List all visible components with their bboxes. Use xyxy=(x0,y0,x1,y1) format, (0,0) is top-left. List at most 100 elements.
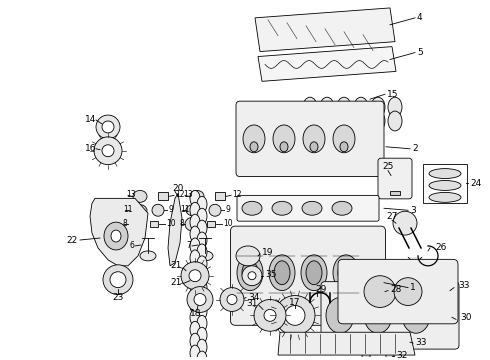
Text: 1: 1 xyxy=(410,283,416,292)
Ellipse shape xyxy=(190,297,200,314)
Text: 34: 34 xyxy=(248,293,259,302)
Ellipse shape xyxy=(340,142,348,152)
Ellipse shape xyxy=(394,278,422,306)
Text: 25: 25 xyxy=(382,162,393,171)
Ellipse shape xyxy=(197,256,207,272)
Text: 33: 33 xyxy=(415,338,426,347)
Ellipse shape xyxy=(303,97,317,117)
Ellipse shape xyxy=(190,262,200,278)
Ellipse shape xyxy=(197,327,207,343)
Ellipse shape xyxy=(274,261,290,285)
Text: 18: 18 xyxy=(190,309,202,318)
Text: 12: 12 xyxy=(175,190,185,199)
Bar xyxy=(158,192,168,200)
Ellipse shape xyxy=(197,196,207,212)
Ellipse shape xyxy=(197,268,207,284)
Text: 19: 19 xyxy=(262,248,273,257)
Ellipse shape xyxy=(362,341,394,360)
Bar xyxy=(215,192,225,200)
Ellipse shape xyxy=(370,349,386,360)
Ellipse shape xyxy=(197,244,207,260)
Ellipse shape xyxy=(190,226,200,242)
Ellipse shape xyxy=(248,272,256,280)
Ellipse shape xyxy=(186,204,204,216)
Ellipse shape xyxy=(352,281,388,305)
Ellipse shape xyxy=(306,261,322,285)
Ellipse shape xyxy=(194,293,206,306)
Text: 13: 13 xyxy=(183,190,193,199)
Ellipse shape xyxy=(129,204,147,216)
Ellipse shape xyxy=(197,208,207,224)
Ellipse shape xyxy=(197,220,207,236)
Ellipse shape xyxy=(320,111,334,131)
Bar xyxy=(397,236,427,256)
Ellipse shape xyxy=(320,97,334,117)
Ellipse shape xyxy=(371,111,385,131)
Text: 8: 8 xyxy=(122,219,127,228)
Text: 21: 21 xyxy=(171,261,182,270)
Ellipse shape xyxy=(254,300,286,331)
Polygon shape xyxy=(255,8,395,51)
Text: 15: 15 xyxy=(387,90,398,99)
Ellipse shape xyxy=(354,97,368,117)
Ellipse shape xyxy=(189,270,201,282)
Ellipse shape xyxy=(243,125,265,153)
Ellipse shape xyxy=(102,121,114,133)
FancyBboxPatch shape xyxy=(236,101,384,176)
Ellipse shape xyxy=(128,217,144,231)
Ellipse shape xyxy=(190,310,200,325)
Ellipse shape xyxy=(197,251,213,261)
Ellipse shape xyxy=(338,261,354,285)
Text: 2: 2 xyxy=(412,144,417,153)
Text: 9: 9 xyxy=(168,205,173,214)
Text: 7: 7 xyxy=(186,242,191,251)
Ellipse shape xyxy=(285,306,305,325)
Ellipse shape xyxy=(185,217,201,231)
Text: 35: 35 xyxy=(265,270,276,279)
Ellipse shape xyxy=(332,201,352,215)
Ellipse shape xyxy=(407,245,423,261)
Ellipse shape xyxy=(190,333,200,349)
Ellipse shape xyxy=(181,262,209,289)
FancyBboxPatch shape xyxy=(378,158,412,199)
Polygon shape xyxy=(278,332,415,355)
FancyBboxPatch shape xyxy=(230,226,386,325)
Ellipse shape xyxy=(94,137,122,165)
Text: 30: 30 xyxy=(460,313,471,322)
Text: 3: 3 xyxy=(410,206,416,215)
Ellipse shape xyxy=(190,202,200,218)
Ellipse shape xyxy=(337,97,351,117)
Text: 31: 31 xyxy=(246,299,258,308)
Ellipse shape xyxy=(242,201,262,215)
Text: 5: 5 xyxy=(417,48,423,57)
Ellipse shape xyxy=(96,115,120,139)
Polygon shape xyxy=(90,198,148,266)
Ellipse shape xyxy=(269,255,295,291)
Text: 26: 26 xyxy=(435,243,446,252)
Ellipse shape xyxy=(103,265,133,294)
Ellipse shape xyxy=(337,111,351,131)
Ellipse shape xyxy=(272,201,292,215)
Ellipse shape xyxy=(111,230,121,242)
Ellipse shape xyxy=(102,145,114,157)
Ellipse shape xyxy=(220,288,244,311)
Text: 11: 11 xyxy=(123,205,132,214)
Ellipse shape xyxy=(388,97,402,117)
Text: 12: 12 xyxy=(232,190,242,199)
Ellipse shape xyxy=(310,142,318,152)
Text: 9: 9 xyxy=(225,205,230,214)
Ellipse shape xyxy=(190,190,200,206)
Ellipse shape xyxy=(393,211,417,235)
Ellipse shape xyxy=(429,180,461,190)
Ellipse shape xyxy=(280,142,288,152)
Text: 14: 14 xyxy=(85,114,96,123)
Text: 13: 13 xyxy=(126,190,136,199)
Text: 28: 28 xyxy=(390,285,401,294)
Text: 6: 6 xyxy=(129,242,134,251)
Ellipse shape xyxy=(333,125,355,153)
Ellipse shape xyxy=(187,287,213,312)
Ellipse shape xyxy=(275,296,315,335)
Bar xyxy=(423,164,467,203)
Text: 24: 24 xyxy=(470,179,481,188)
Ellipse shape xyxy=(302,201,322,215)
